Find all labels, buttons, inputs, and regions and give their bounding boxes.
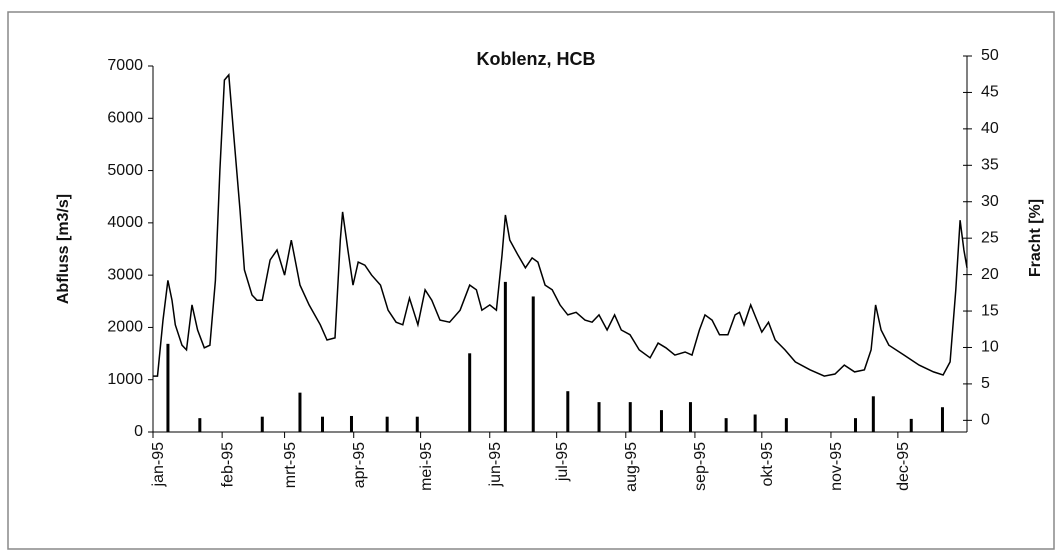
y-tick-label: 6000 [107,110,143,127]
x-tick-label: nov-95 [828,442,845,491]
bar [166,343,170,432]
x-tick-label: apr-95 [351,442,368,488]
bar [597,402,601,432]
x-tick-label: dec-95 [895,442,912,491]
y2-tick-label: 50 [981,47,999,64]
y-tick-label: 1000 [107,371,143,388]
bar [688,402,692,432]
bar [531,296,535,432]
y2-axis-label: Fracht [%] [1027,199,1044,277]
bar [566,391,570,432]
y-tick-label: 5000 [107,162,143,179]
x-tick-label: mrt-95 [282,442,299,488]
y2-tick-label: 25 [981,229,999,246]
x-tick-label: aug-95 [623,442,640,492]
y2-tick-label: 10 [981,339,999,356]
bar [298,392,302,432]
y-tick-label: 0 [134,423,143,440]
chart-title: Koblenz, HCB [477,49,596,69]
y-tick-label: 4000 [107,214,143,231]
y-tick-label: 2000 [107,319,143,336]
y2-tick-label: 0 [981,412,990,429]
y2-tick-label: 40 [981,120,999,137]
y2-tick-label: 30 [981,193,999,210]
bar [659,410,663,432]
bar [260,416,264,432]
bar [784,418,788,432]
y2-tick-label: 20 [981,266,999,283]
bar [198,418,202,432]
y2-tick-label: 15 [981,302,999,319]
frame [7,11,1055,550]
bar [853,418,857,432]
x-tick-label: jun-95 [487,442,504,488]
y-tick-label: 7000 [107,57,143,74]
bar [349,415,353,432]
bar [385,416,389,432]
bar [320,416,324,432]
flow-line [153,73,968,377]
bar [753,414,757,432]
bar [628,402,632,432]
x-tick-label: sep-95 [692,442,709,491]
x-tick-label: feb-95 [219,442,236,487]
bar [940,407,944,432]
x-tick-label: okt-95 [759,442,776,487]
y2-tick-label: 5 [981,375,990,392]
bar [415,416,419,432]
y-axis-label: Abfluss [m3/s] [55,194,72,304]
x-tick-label: mei-95 [418,442,435,491]
bar [909,418,913,432]
x-tick-label: jul-95 [554,442,571,482]
bar [503,281,507,432]
y2-tick-label: 35 [981,157,999,174]
y2-tick-label: 45 [981,84,999,101]
x-tick-label: jan-95 [150,442,167,488]
y-tick-label: 3000 [107,266,143,283]
bar [871,396,875,432]
bar [468,353,472,432]
bar [724,418,728,432]
